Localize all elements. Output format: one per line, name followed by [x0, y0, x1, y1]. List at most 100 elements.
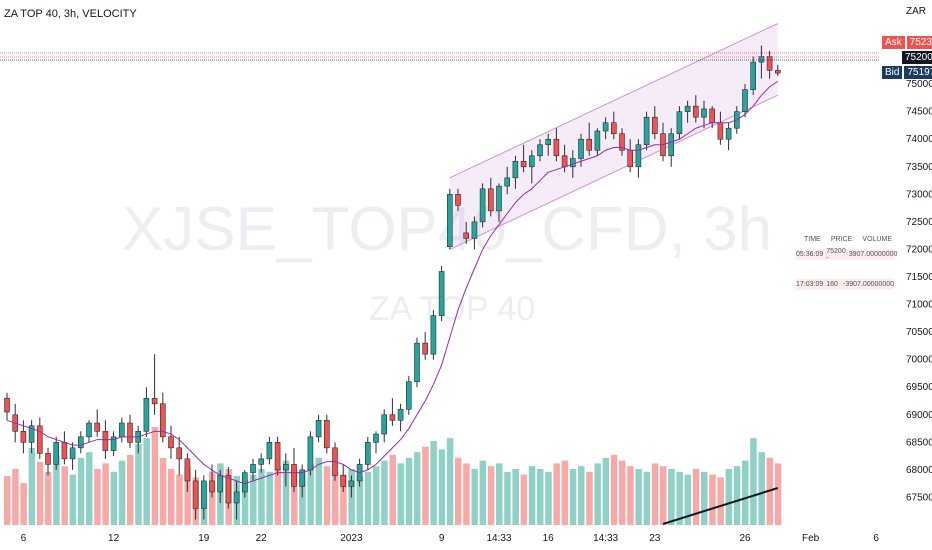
volume-bar — [750, 438, 757, 525]
candle-body — [717, 122, 724, 140]
candle-body — [250, 464, 256, 473]
candle-body — [569, 158, 576, 168]
y-tick-label: 67500 — [906, 492, 932, 503]
candle-body — [242, 472, 248, 493]
candle — [28, 420, 35, 454]
trade-time: 17:03:09 — [796, 281, 824, 288]
volume-bar — [545, 471, 552, 525]
candle-body — [233, 491, 240, 504]
x-tick-label: 14:33 — [593, 533, 618, 544]
candle-body — [102, 431, 109, 451]
candle — [594, 128, 601, 156]
candle-body — [274, 442, 281, 471]
volume-bar — [709, 474, 716, 525]
volume-bar — [356, 477, 364, 525]
candle-body — [20, 431, 27, 443]
volume-trend-line[interactable] — [662, 487, 779, 525]
price-axis[interactable]: 75000 74500 74000 73500 73000 72500 72000 71500… — [906, 79, 932, 503]
candle-body — [422, 342, 429, 355]
candle — [119, 417, 125, 443]
volume-bar — [438, 449, 446, 525]
candle — [258, 453, 265, 473]
candle — [610, 111, 617, 140]
volume-bar — [118, 460, 126, 525]
candle — [496, 183, 502, 222]
candle-body — [348, 480, 355, 487]
candle — [127, 414, 133, 448]
time-axis[interactable]: 6 12 19 22 2023 9 14:33 16 14:33 23 26 Feb 6 — [21, 533, 880, 544]
candle — [463, 221, 470, 244]
candle — [348, 475, 355, 498]
volume-bar — [61, 466, 68, 525]
volume-bar — [635, 469, 642, 525]
volume-bar — [668, 469, 675, 525]
watermark-description: ZA TOP 40 — [369, 290, 535, 328]
trade-row[interactable]: 17:03:09 160 -3907.00000000 — [796, 279, 894, 290]
candle — [651, 106, 658, 140]
trade-row[interactable]: 05:36:09 75200 - 3907.00000000 — [796, 248, 897, 262]
volume-bar — [537, 469, 544, 525]
candle-body — [619, 133, 625, 151]
candle — [299, 464, 306, 498]
trade-table-header: TIME PRICE VOLUME — [796, 236, 894, 249]
candle-body — [750, 61, 757, 90]
candle — [766, 51, 773, 79]
candle — [266, 436, 273, 465]
volume-bar — [110, 471, 118, 525]
candle-body — [709, 108, 716, 124]
header-volume: VOLUME — [862, 236, 892, 243]
candle-body — [643, 116, 650, 146]
candle — [78, 431, 84, 454]
volume-bar — [651, 463, 659, 525]
volume-bar — [143, 438, 150, 525]
candle — [250, 458, 256, 481]
volume-bar — [692, 469, 700, 525]
volume-bar — [389, 455, 396, 525]
candle-body — [86, 422, 92, 438]
candle-body — [45, 453, 51, 465]
volume-bar — [455, 457, 462, 525]
ask-tag: Ask 75233 — [882, 36, 932, 49]
volume-bar — [610, 455, 618, 525]
volume-bar — [69, 474, 77, 525]
volume-bar — [578, 466, 585, 525]
volume-bar — [733, 466, 741, 525]
candle — [504, 166, 511, 195]
candle-body — [397, 408, 404, 421]
candle-body — [438, 271, 445, 316]
candle-body — [389, 414, 396, 421]
trade-price: 160 — [826, 281, 838, 288]
candle-body — [766, 56, 773, 71]
y-tick-label: 74000 — [906, 134, 932, 145]
header-time: TIME — [804, 236, 821, 243]
candle — [545, 133, 552, 156]
candle — [61, 431, 68, 465]
volume-bar — [373, 466, 380, 525]
candle-body — [553, 138, 560, 157]
currency-label: ZAR — [906, 6, 926, 17]
trade-volume: 3907.00000000 — [848, 251, 898, 258]
candle-body — [61, 442, 68, 460]
volume-bar — [94, 469, 101, 525]
candle — [438, 265, 445, 322]
candle — [692, 95, 699, 123]
candle — [225, 467, 232, 509]
y-tick-label: 70500 — [906, 327, 932, 338]
chart-title: ZA TOP 40, 3h, VELOCITY — [4, 8, 137, 20]
candle — [471, 216, 478, 250]
candle-body — [315, 419, 322, 438]
volume-bar — [594, 463, 601, 525]
y-tick-label: 75000 — [906, 79, 932, 90]
volume-bar — [299, 471, 306, 525]
y-tick-label: 68000 — [906, 465, 932, 476]
volume-bar — [471, 469, 478, 525]
x-tick-label: 23 — [649, 533, 661, 544]
candle-body — [758, 56, 765, 63]
candle-body — [602, 122, 609, 132]
candle — [537, 139, 543, 162]
volume-bar — [660, 466, 667, 525]
volume-bar — [168, 469, 175, 525]
y-tick-label: 70000 — [906, 355, 932, 366]
volume-bar — [684, 474, 692, 525]
